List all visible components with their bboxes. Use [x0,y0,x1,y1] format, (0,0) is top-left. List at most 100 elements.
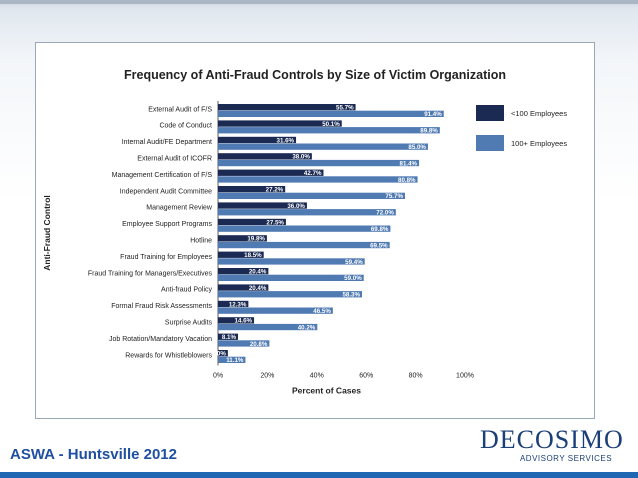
bar-value-label: 58.3% [342,292,360,299]
bar-small [218,186,286,193]
category-label: Job Rotation/Mandatory Vacation [109,336,212,343]
legend-label: <100 Employees [511,109,567,118]
top-strip [0,0,638,4]
category-label: External Audit of ICOFR [137,156,212,163]
bar-small [218,317,255,324]
bar-value-label: 38.0% [292,154,310,161]
x-tick-label: 20% [260,372,274,379]
bar-large [218,340,270,347]
bar-large [218,307,333,314]
legend-swatch-large [476,135,504,151]
bar-value-label: 55.7% [336,105,354,112]
bar-value-label: 31.6% [277,137,295,144]
decosimo-logo: DECOSIMO ADVISORY SERVICES [480,425,624,465]
category-label: Code of Conduct [159,123,212,130]
bar-small [218,284,269,291]
bar-value-label: 18.5% [244,252,262,259]
bar-value-label: 27.5% [266,219,284,226]
category-label: Surprise Audits [165,320,213,327]
bar-value-label: 80.8% [398,177,416,184]
bar-large [218,176,418,183]
bar-value-label: 8.1% [222,334,237,341]
bar-value-label: 85.0% [408,144,426,151]
x-tick-label: 60% [359,372,373,379]
bar-value-label: 75.7% [385,193,403,200]
category-label: External Audit of F/S [148,106,212,113]
bar-value-label: 20.4% [249,269,267,276]
bar-value-label: 14.6% [235,318,253,325]
legend-swatch-small [476,105,504,121]
bar-small [218,153,312,160]
footer-title: ASWA - Huntsville 2012 [10,446,177,463]
bar-value-label: 59.4% [345,259,363,266]
y-axis-title: Anti-Fraud Control [42,195,52,271]
bar-small [218,235,267,242]
bar-value-label: 40.2% [298,324,316,331]
category-label: Fraud Training for Employees [120,254,212,261]
bar-small [218,268,269,275]
bar-value-label: 20.4% [249,285,267,292]
bar-small [218,136,297,144]
legend-label: 100+ Employees [511,139,567,148]
bar-large [218,127,440,134]
chart-title: Frequency of Anti-Fraud Controls by Size… [124,68,506,82]
bar-large [218,209,396,216]
anti-fraud-controls-chart: Frequency of Anti-Fraud Controls by Size… [42,68,567,395]
bar-small [218,350,228,357]
bar-small [218,169,324,176]
category-label: Fraud Training for Managers/Executives [88,270,213,277]
bar-large [218,258,365,265]
x-tick-label: 0% [213,372,223,379]
category-label: Anti-fraud Policy [161,287,212,294]
bar-large [218,241,390,249]
category-label: Formal Fraud Risk Assessments [111,303,212,310]
bar-value-label: 59.0% [344,275,362,282]
bar-value-label: 20.8% [250,341,268,348]
bar-small [218,251,264,258]
bar-value-label: 36.0% [287,203,305,210]
bar-large [218,274,364,281]
bar-value-label: 11.1% [226,357,244,364]
bar-small [218,218,286,226]
bar-value-label: 46.5% [313,308,331,315]
bar-value-label: 89.8% [420,128,438,135]
bar-small [218,300,249,308]
bar-small [218,333,239,340]
logo-name: DECOSIMO [480,425,624,454]
x-axis-title: Percent of Cases [292,385,361,395]
chart-card: Frequency of Anti-Fraud Controls by Size… [35,42,595,419]
bar-large [218,291,363,298]
x-tick-label: 40% [310,372,324,379]
bar-value-label: 50.1% [322,121,340,128]
bar-large [218,356,246,363]
bar-value-label: 69.8% [371,226,389,233]
bar-small [218,104,356,111]
bar-value-label: 42.7% [304,170,322,177]
bar-large [218,323,318,331]
bar-value-label: 12.3% [229,301,247,308]
bar-value-label: 27.2% [266,187,284,194]
bar-large [218,110,444,117]
bar-value-label: 91.4% [424,111,442,118]
category-label: Management Review [146,205,213,212]
bar-value-label: 19.8% [247,236,265,243]
x-tick-label: 100% [456,372,474,379]
category-label: Internal Audit/FE Department [122,139,212,146]
category-label: Hotline [190,238,212,245]
logo-tagline: ADVISORY SERVICES [519,454,613,463]
bar-large [218,143,428,150]
bar-small [218,120,342,127]
bar-value-label: 81.4% [400,160,418,167]
category-label: Rewards for Whistleblowers [125,352,212,359]
bar-large [218,225,391,232]
category-label: Independent Audit Committee [120,188,212,195]
bar-value-label: 72.0% [376,210,394,217]
bar-large [218,192,405,199]
bar-small [218,202,307,209]
bar-value-label: 4.0% [212,351,227,358]
category-label: Employee Support Programs [122,221,212,228]
bottom-bar [0,472,638,478]
category-label: Management Certification of F/S [112,172,213,179]
bar-large [218,159,420,167]
bar-value-label: 69.5% [370,242,388,249]
